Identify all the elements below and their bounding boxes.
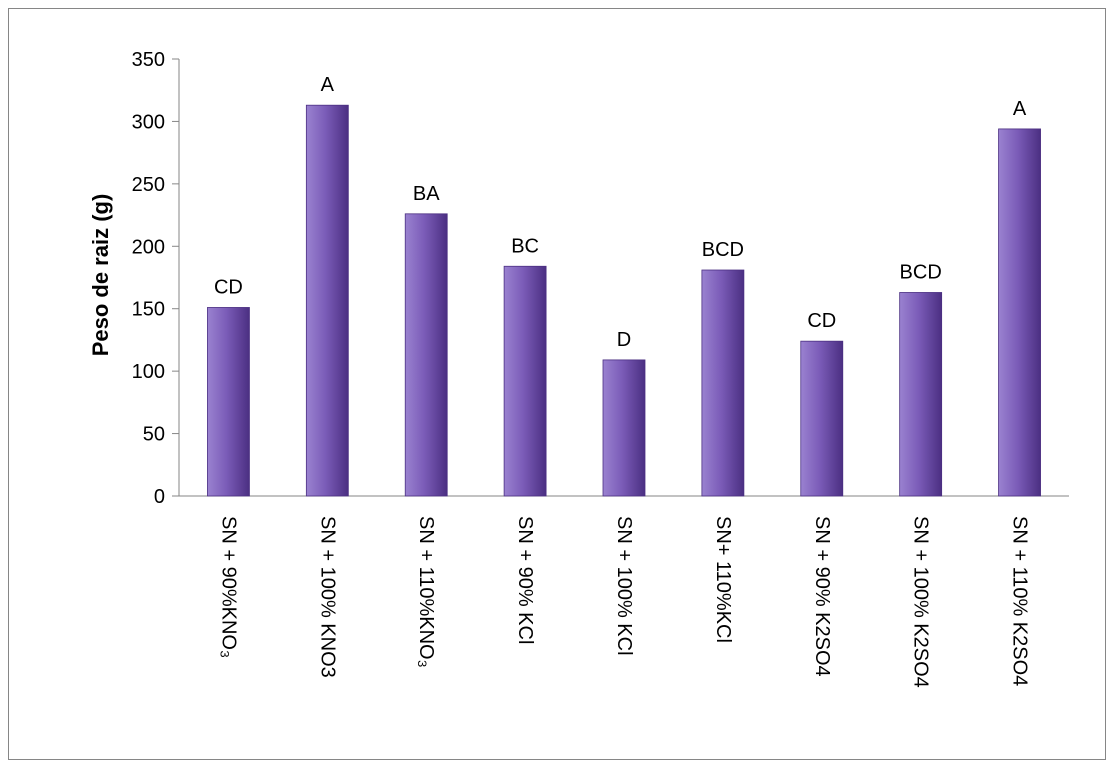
x-category-label: SN + 110%KNO₃ bbox=[415, 516, 437, 668]
chart-frame: Peso de raiz (g) 0 50 100 150 200 250 300 350 C… bbox=[8, 8, 1106, 760]
bars bbox=[207, 104, 1041, 497]
data-label: A bbox=[1013, 98, 1027, 120]
x-category-label: SN + 100% KCl bbox=[613, 516, 635, 656]
bar bbox=[503, 265, 547, 497]
bar bbox=[602, 359, 646, 497]
y-tick-label: 0 bbox=[154, 486, 165, 508]
data-label: CD bbox=[807, 310, 836, 332]
y-tick-label: 100 bbox=[132, 361, 165, 383]
bar bbox=[998, 128, 1041, 497]
bar bbox=[899, 292, 943, 497]
data-label: CD bbox=[214, 276, 243, 298]
y-tick-label: 250 bbox=[132, 174, 165, 196]
x-category-label: SN + 90% KCl bbox=[514, 516, 536, 644]
data-label: BA bbox=[413, 183, 440, 205]
bar bbox=[207, 307, 250, 497]
data-label: A bbox=[321, 74, 335, 96]
y-tick-label: 150 bbox=[132, 299, 165, 321]
y-axis-title: Peso de raiz (g) bbox=[88, 194, 113, 357]
x-category-label: SN + 110% K2SO4 bbox=[1009, 516, 1031, 686]
data-label: D bbox=[617, 329, 631, 351]
y-tick-label: 200 bbox=[132, 236, 165, 258]
y-tick-label: 50 bbox=[143, 424, 165, 446]
bar bbox=[305, 104, 349, 497]
bar bbox=[701, 269, 745, 497]
y-tick-label: 300 bbox=[132, 111, 165, 133]
bar bbox=[800, 340, 844, 497]
data-label: BCD bbox=[900, 261, 942, 283]
bar-chart: Peso de raiz (g) 0 50 100 150 200 250 300 350 C… bbox=[88, 49, 1069, 688]
category-labels: SN + 90%KNO₃ SN + 100% KNO3 SN + 110%KNO₃ S… bbox=[217, 516, 1030, 688]
x-category-label: SN+ 110%KCl bbox=[712, 516, 734, 643]
y-ticks: 0 50 100 150 200 250 300 350 bbox=[132, 49, 179, 508]
bar bbox=[404, 213, 448, 497]
y-tick-label: 350 bbox=[132, 49, 165, 71]
x-category-label: SN + 100% K2SO4 bbox=[910, 516, 932, 688]
x-category-label: SN + 100% KNO3 bbox=[316, 516, 338, 678]
data-label: BC bbox=[511, 235, 539, 257]
data-label: BCD bbox=[702, 239, 744, 261]
x-category-label: SN + 90%KNO₃ bbox=[217, 516, 239, 658]
x-category-label: SN + 90% K2SO4 bbox=[811, 516, 833, 677]
